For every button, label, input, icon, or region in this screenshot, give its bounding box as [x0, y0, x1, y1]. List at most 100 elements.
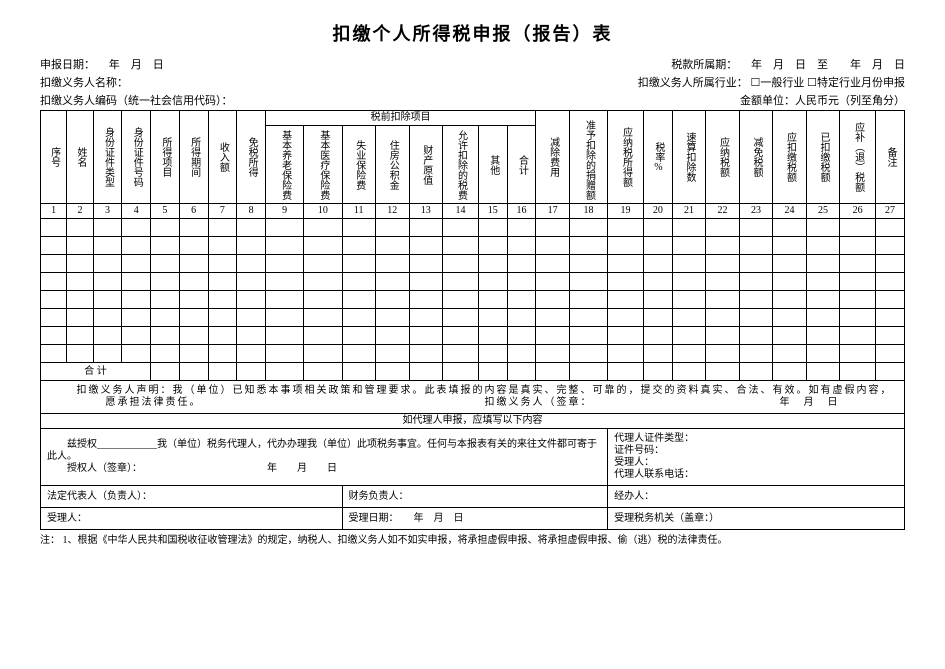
- col-tax-withheld: 已扣缴税额: [817, 120, 829, 195]
- col-tax-reduction: 减免税额: [750, 120, 762, 195]
- colnum-1: 1: [41, 204, 67, 219]
- signature-row-2: 受理人： 受理日期： 年 月 日 受理税务机关（盖章：）: [41, 508, 905, 530]
- colnum-23: 23: [739, 204, 773, 219]
- agent-code-label: 扣缴义务人编码（统一社会信用代码）：: [40, 92, 233, 108]
- main-table: 序号 姓名 身份证件类型 身份证件号码 所得项目 所得期间 收入额 免税所得 税…: [40, 110, 905, 530]
- accept-date: 受理日期： 年 月 日: [342, 508, 608, 530]
- col-remark: 备注: [884, 120, 896, 195]
- currency-unit: 金额单位：人民币元（列至角分）: [740, 92, 905, 108]
- colnum-11: 11: [342, 204, 376, 219]
- colnum-27: 27: [876, 204, 905, 219]
- col-medical: 基本医疗保险费: [317, 127, 329, 202]
- col-unemploy: 失业保险费: [353, 127, 365, 202]
- column-number-row: 1 2 3 4 5 6 7 8 9 10 11 12 13 14 15 16 1…: [41, 204, 905, 219]
- industry-opt2: 特定行业月份申报: [817, 77, 905, 89]
- colnum-6: 6: [179, 204, 208, 219]
- col-housing: 住房公积金: [386, 127, 398, 202]
- signature-row-1: 法定代表人（负责人）： 财务负责人： 经办人：: [41, 486, 905, 508]
- footnote: 注： 1、根据《中华人民共和国税收征收管理法》的规定，纳税人、扣缴义务人如不如实…: [40, 533, 905, 548]
- note-label: 注：: [40, 535, 60, 546]
- table-row: [41, 237, 905, 255]
- industry-label: 扣缴义务人所属行业：: [638, 77, 748, 89]
- colnum-16: 16: [507, 204, 536, 219]
- colnum-4: 4: [122, 204, 151, 219]
- colnum-24: 24: [773, 204, 807, 219]
- col-donation: 准予扣除的捐赠额: [582, 120, 594, 195]
- total-label: 合 计: [41, 363, 151, 381]
- col-allow-deduct: 允许扣除的税费: [454, 127, 466, 202]
- legal-rep: 法定代表人（负责人）：: [41, 486, 343, 508]
- agent-authorization: 兹授权____________我（单位）税务代理人，代办办理我（单位）此项税务事…: [41, 429, 608, 486]
- col-subtotal: 合计: [515, 127, 527, 202]
- col-tax-refund: 应补（退）税额: [852, 120, 864, 195]
- table-row: [41, 273, 905, 291]
- table-row: [41, 309, 905, 327]
- table-row: [41, 345, 905, 363]
- acceptor: 受理人：: [41, 508, 343, 530]
- col-tax-rate: 税率%: [652, 120, 664, 195]
- col-tax-withhold: 应扣缴税额: [783, 120, 795, 195]
- colnum-15: 15: [478, 204, 507, 219]
- colnum-9: 9: [265, 204, 303, 219]
- col-other: 其他: [487, 127, 499, 202]
- agent-id-no: 证件号码：: [614, 445, 898, 457]
- table-row: [41, 291, 905, 309]
- total-row: 合 计: [41, 363, 905, 381]
- col-pension: 基本养老保险费: [279, 127, 291, 202]
- col-tax-payable: 应纳税额: [716, 120, 728, 195]
- colnum-26: 26: [840, 204, 876, 219]
- tax-authority: 受理税务机关（盖章：）: [608, 508, 905, 530]
- colnum-25: 25: [806, 204, 840, 219]
- col-asset-orig: 财产原值: [420, 127, 432, 202]
- col-quick-deduct: 速算扣除数: [683, 120, 695, 195]
- declare-date-label: 申报日期：: [40, 59, 95, 71]
- colnum-5: 5: [151, 204, 180, 219]
- colnum-20: 20: [644, 204, 673, 219]
- col-deduct-fee: 减除费用: [547, 120, 559, 195]
- industry-opt1: 一般行业: [760, 77, 804, 89]
- agent-title-row: 如代理人申报，应填写以下内容: [41, 414, 905, 429]
- finance-officer: 财务负责人：: [342, 486, 608, 508]
- agent-section-title: 如代理人申报，应填写以下内容: [41, 414, 905, 429]
- header-line-1: 申报日期： 年 月 日 税款所属期： 年 月 日 至 年 月 日: [40, 56, 905, 72]
- colnum-18: 18: [569, 204, 607, 219]
- colnum-22: 22: [706, 204, 740, 219]
- col-name: 姓名: [74, 120, 86, 195]
- table-row: [41, 327, 905, 345]
- col-income-period: 所得期间: [188, 120, 200, 195]
- col-id-no: 身份证件号码: [130, 120, 142, 195]
- agent-name-label: 扣缴义务人名称：: [40, 74, 128, 90]
- colnum-2: 2: [67, 204, 93, 219]
- colnum-21: 21: [672, 204, 706, 219]
- handler: 经办人：: [608, 486, 905, 508]
- colnum-7: 7: [208, 204, 237, 219]
- declaration-row: 扣缴义务人声明：我（单位）已知悉本事项相关政策和管理要求。此表填报的内容是真实、…: [41, 381, 905, 414]
- col-id-type: 身份证件类型: [101, 120, 113, 195]
- colnum-14: 14: [443, 204, 479, 219]
- agent-info: 代理人证件类型： 证件号码： 受理人： 代理人联系电话：: [608, 429, 905, 486]
- col-taxable-income: 应纳税所得额: [620, 120, 632, 195]
- colnum-17: 17: [536, 204, 570, 219]
- col-group-pretax: 税前扣除项目: [265, 111, 535, 126]
- declare-date-value: 年 月 日: [98, 59, 164, 71]
- colnum-19: 19: [608, 204, 644, 219]
- note-text: 1、根据《中华人民共和国税收征收管理法》的规定，纳税人、扣缴义务人如不如实申报，…: [63, 535, 728, 546]
- colnum-10: 10: [304, 204, 342, 219]
- header-line-2: 扣缴义务人名称： 扣缴义务人所属行业： ☐一般行业 ☐特定行业月份申报: [40, 74, 905, 90]
- col-seq: 序号: [48, 120, 60, 195]
- tax-period-label: 税款所属期：: [671, 59, 737, 71]
- page-title: 扣缴个人所得税申报（报告）表: [40, 20, 905, 46]
- col-income-item: 所得项目: [159, 120, 171, 195]
- declaration-text: 扣缴义务人声明：我（单位）已知悉本事项相关政策和管理要求。此表填报的内容是真实、…: [41, 381, 905, 414]
- checkbox-special-icon: ☐: [807, 77, 817, 89]
- header-line-3: 扣缴义务人编码（统一社会信用代码）： 金额单位：人民币元（列至角分）: [40, 92, 905, 108]
- header-row-1: 序号 姓名 身份证件类型 身份证件号码 所得项目 所得期间 收入额 免税所得 税…: [41, 111, 905, 126]
- tax-period-value: 年 月 日 至 年 月 日: [740, 59, 905, 71]
- agent-content-row: 兹授权____________我（单位）税务代理人，代办办理我（单位）此项税务事…: [41, 429, 905, 486]
- colnum-3: 3: [93, 204, 122, 219]
- colnum-8: 8: [237, 204, 266, 219]
- col-tax-free: 免税所得: [245, 120, 257, 195]
- table-row: [41, 219, 905, 237]
- agent-phone: 代理人联系电话：: [614, 469, 898, 481]
- col-income-amount: 收入额: [216, 120, 228, 195]
